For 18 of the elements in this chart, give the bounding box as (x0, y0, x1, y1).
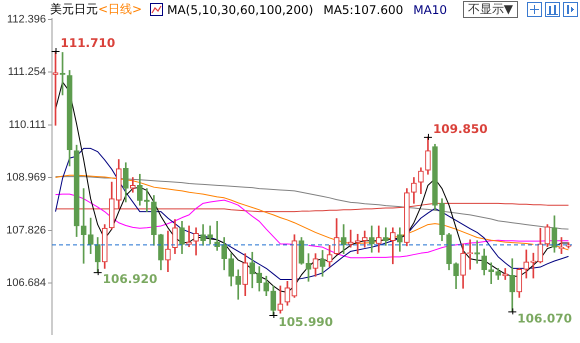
y-tick-label: 106.684 (6, 277, 46, 290)
annotation: 106.920 (102, 272, 158, 286)
chart-title: 美元日元 (50, 1, 98, 18)
annotation: MA5:107.600 (323, 2, 404, 16)
y-tick-label: 112.396 (7, 13, 46, 26)
y-tick-label: 107.826 (6, 224, 46, 236)
chart-subtitle: <日线> (98, 1, 142, 18)
annotation: 111.710 (60, 36, 116, 50)
annotation: 109.850 (432, 122, 488, 136)
annotation: MA(5,10,30,60,100,200) (167, 2, 314, 16)
annotation: 105.990 (278, 315, 334, 330)
annotation: 106.070 (517, 311, 572, 326)
annotation: MA10 (413, 2, 448, 16)
candlestick (306, 253, 312, 282)
y-tick-label: 111.254 (8, 66, 46, 78)
y-tick-label: 110.111 (8, 118, 46, 131)
annotation: 不显示▼ (462, 1, 518, 18)
y-tick-label: 108.969 (6, 172, 46, 184)
